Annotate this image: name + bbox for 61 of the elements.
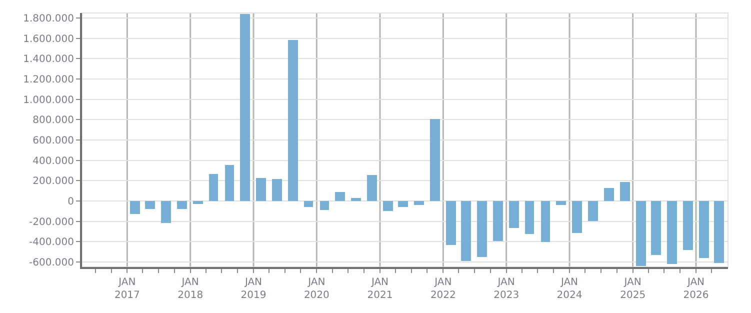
x-tick-label: JAN 2023 — [494, 277, 520, 301]
bar — [272, 179, 282, 201]
bar — [493, 201, 503, 241]
bar — [477, 201, 487, 257]
x-tick-label: JAN 2021 — [367, 277, 393, 301]
bar — [209, 174, 218, 201]
bar — [461, 201, 471, 261]
y-tick-label: 200.000 — [32, 176, 74, 188]
bar — [446, 201, 456, 245]
bar — [225, 165, 234, 201]
x-tick-label: JAN 2019 — [240, 277, 266, 301]
y-tick-label: 600.000 — [32, 136, 74, 146]
bar — [556, 201, 566, 205]
y-tick-label: -400.000 — [29, 237, 74, 248]
y-tick-label: 1.000.000 — [23, 94, 74, 106]
bar — [145, 201, 155, 209]
y-tick-label: -200.000 — [29, 216, 74, 228]
bar — [636, 201, 646, 266]
y-tick-label: 0 — [68, 196, 74, 208]
bar — [240, 14, 250, 201]
y-tick-label: 1.400.000 — [23, 54, 74, 66]
x-tick-label: JAN 2020 — [304, 277, 330, 301]
y-tick-label: 1.800.000 — [23, 14, 74, 25]
y-tick-label: -600.000 — [29, 257, 74, 268]
y-tick-label: 1.200.000 — [23, 74, 74, 86]
bar — [161, 201, 171, 223]
bar — [383, 201, 393, 211]
bar — [588, 201, 598, 221]
bar — [398, 201, 408, 207]
bar — [304, 201, 313, 207]
x-tick-label: JAN 2022 — [430, 277, 456, 301]
bar — [667, 201, 677, 264]
bar — [541, 201, 550, 242]
x-tick-label: JAN 2024 — [556, 277, 582, 301]
bar — [683, 201, 693, 250]
bar — [509, 201, 519, 228]
bar — [699, 201, 709, 258]
bar — [604, 188, 614, 201]
bar — [367, 175, 377, 201]
y-tick-label: 1.600.000 — [23, 34, 74, 45]
x-tick-label: JAN 2025 — [620, 277, 646, 301]
bar — [320, 201, 329, 210]
bar — [525, 201, 534, 234]
bar — [177, 201, 187, 209]
bar — [714, 201, 724, 263]
x-tick-label: JAN 2018 — [178, 277, 204, 301]
bar — [620, 182, 630, 201]
x-tick-label: JAN 2017 — [114, 277, 140, 301]
y-tick-label: 400.000 — [32, 156, 74, 167]
bar — [414, 201, 424, 205]
bar — [288, 40, 298, 201]
bar — [430, 119, 440, 201]
x-tick-label: JAN 2026 — [683, 277, 709, 301]
y-tick-label: 800.000 — [32, 115, 74, 126]
bar — [256, 178, 266, 201]
bar — [651, 201, 661, 255]
bar — [193, 201, 203, 204]
bar — [572, 201, 582, 233]
bar — [130, 201, 140, 214]
bar — [351, 198, 361, 201]
bar — [335, 192, 345, 201]
